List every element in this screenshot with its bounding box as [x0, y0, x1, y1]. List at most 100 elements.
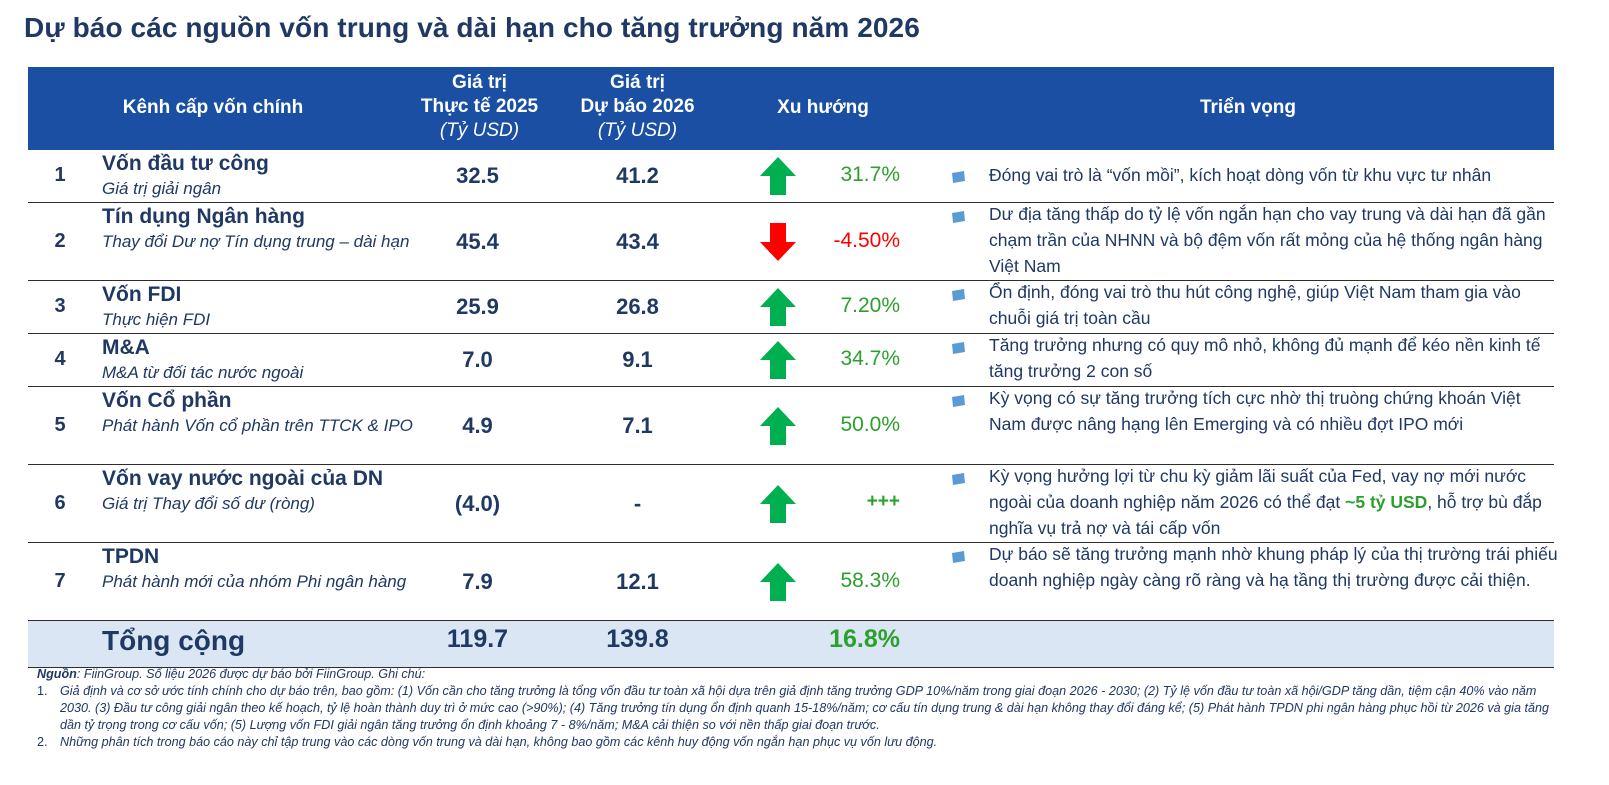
outlook-main: Đóng vai trò là “vốn mồi”, kích hoạt dòn… — [989, 165, 1492, 185]
bullet-icon — [952, 394, 965, 407]
outlook-main: Dư địa tăng thấp do tỷ lệ vốn ngắn hạn c… — [989, 204, 1546, 276]
outlook-text: Kỳ vọng có sự tăng trưởng tích cực nhờ t… — [989, 385, 1559, 437]
change-percent: -4.50% — [833, 228, 900, 252]
note-number: 1. — [37, 684, 48, 698]
change-percent: 58.3% — [840, 568, 900, 592]
header-actual-2025: Giá trị Thực tế 2025 (Tỷ USD) — [402, 71, 557, 143]
funding-table: Kênh cấp vốn chính Giá trị Thực tế 2025 … — [28, 67, 1558, 668]
bullet-icon — [952, 170, 965, 183]
channel-cell: Vốn vay nước ngoài của DN Giá trị Thay đổ… — [102, 466, 422, 516]
header-outlook: Triển vọng — [1199, 97, 1297, 118]
arrow-up-icon — [760, 157, 796, 195]
arrow-down-icon — [758, 222, 798, 262]
outlook-main: Kỳ vọng hưởng lợi từ chu kỳ giảm lãi suấ… — [989, 466, 1527, 512]
bullet-icon — [952, 551, 965, 563]
outlook-text: Tăng trưởng nhưng có quy mô nhỏ, không đ… — [989, 332, 1559, 384]
channel-name: Tín dụng Ngân hàng — [102, 205, 305, 228]
bullet-icon — [952, 341, 965, 354]
outlook-main: Ổn định, đóng vai trò thu hút công nghệ,… — [989, 282, 1521, 328]
source-text: : FiinGroup. Số liệu 2026 được dự báo bở… — [76, 667, 426, 681]
total-label: Tổng cộng — [102, 625, 246, 656]
arrow-up-icon — [760, 484, 796, 523]
bullet-icon — [952, 342, 965, 354]
channel-name: M&A — [102, 336, 150, 359]
note-text: Giả định và cơ sở ước tính chính cho dự … — [60, 684, 1549, 732]
channel-subtitle: Thực hiện FDI — [102, 310, 211, 329]
channel-subtitle: M&A từ đối tác nước ngoài — [102, 363, 304, 382]
outlook-text: Ổn định, đóng vai trò thu hút công nghệ,… — [989, 279, 1559, 331]
outlook-tail: , hỗ trợ bù đắp nghĩa vụ trả nợ và tái c… — [989, 492, 1542, 538]
channel-cell: TPDN Phát hành mới của nhóm Phi ngân hàng — [102, 544, 422, 594]
source-line: Nguồn: FiinGroup. Số liệu 2026 được dự b… — [37, 666, 1567, 683]
channel-subtitle: Phát hành Vốn cổ phần trên TTCK & IPO — [102, 416, 413, 435]
arrow-up-icon — [760, 288, 796, 326]
note-number: 2. — [37, 735, 48, 749]
channel-name: Vốn FDI — [102, 283, 182, 306]
table-row: 1 Vốn đầu tư công Giá trị giải ngân 32.5 41.… — [28, 150, 1554, 203]
header-actual-2025-l2: Thực tế 2025 — [420, 96, 539, 117]
source-label: Nguồn — [37, 667, 77, 681]
channel-subtitle: Phát hành mới của nhóm Phi ngân hàng — [102, 572, 407, 591]
value-2026: - — [633, 490, 642, 516]
header-actual-2025-unit: (Tỷ USD) — [439, 120, 520, 141]
channel-subtitle: Giá trị Thay đổi số dư (ròng) — [102, 494, 315, 513]
total-change: 16.8% — [829, 625, 900, 653]
arrow-up-icon — [758, 340, 798, 380]
bullet-icon — [952, 171, 965, 183]
channel-cell: Vốn đầu tư công Giá trị giải ngân — [102, 151, 422, 201]
arrow-up-icon — [758, 156, 798, 196]
bullet-icon — [952, 211, 965, 223]
value-2026: 41.2 — [616, 163, 659, 188]
row-index: 1 — [54, 164, 66, 186]
header-actual-2025-l1: Giá trị — [452, 72, 507, 93]
row-index: 7 — [54, 569, 66, 592]
channel-cell: Vốn FDI Thực hiện FDI — [102, 282, 422, 332]
footnotes: Nguồn: FiinGroup. Số liệu 2026 được dự b… — [37, 666, 1567, 751]
note-item-1: 1. Giả định và cơ sở ước tính chính cho … — [37, 683, 1567, 734]
page-title: Dự báo các nguồn vốn trung và dài hạn ch… — [24, 12, 920, 43]
change-percent: 31.7% — [840, 163, 900, 186]
value-2026: 7.1 — [622, 412, 653, 438]
bullet-icon — [952, 550, 965, 563]
header-forecast-2026-l1: Giá trị — [610, 72, 665, 93]
change-percent: 50.0% — [840, 412, 900, 436]
outlook-text: Dư địa tăng thấp do tỷ lệ vốn ngắn hạn c… — [989, 201, 1559, 279]
total-row: Tổng cộng 119.7 139.8 16.8% — [28, 621, 1554, 668]
bullet-icon — [952, 288, 965, 301]
channel-cell: M&A M&A từ đối tác nước ngoài — [102, 335, 422, 385]
arrow-up-icon — [758, 484, 798, 524]
value-2025: 7.0 — [462, 347, 493, 372]
change-percent: 7.20% — [840, 294, 900, 317]
value-2026: 9.1 — [622, 347, 653, 372]
row-index: 6 — [54, 491, 66, 514]
bullet-icon — [952, 210, 965, 223]
note-text: Những phân tích trong báo cáo này chỉ tậ… — [60, 735, 938, 749]
outlook-text: Kỳ vọng hưởng lợi từ chu kỳ giảm lãi suấ… — [989, 463, 1559, 541]
arrow-up-icon — [760, 562, 796, 601]
table-body: 1 Vốn đầu tư công Giá trị giải ngân 32.5 41.… — [28, 150, 1558, 621]
outlook-main: Tăng trưởng nhưng có quy mô nhỏ, không đ… — [989, 335, 1541, 381]
arrow-up-icon — [760, 406, 796, 445]
channel-name: Vốn vay nước ngoài của DN — [102, 467, 384, 490]
header-channel: Kênh cấp vốn chính — [122, 97, 304, 118]
arrow-up-icon — [758, 287, 798, 327]
value-2025: 4.9 — [462, 412, 493, 438]
arrow-up-icon — [758, 406, 798, 446]
channel-name: Vốn Cổ phần — [102, 389, 232, 412]
row-index: 4 — [54, 348, 66, 370]
outlook-highlight: ~5 tỷ USD — [1345, 492, 1428, 512]
table-row: 4 M&A M&A từ đối tác nước ngoài 7.0 9.1 34.7%… — [28, 334, 1554, 387]
outlook-text: Đóng vai trò là “vốn mồi”, kích hoạt dòn… — [989, 162, 1559, 188]
arrow-down-icon — [760, 222, 796, 261]
arrow-up-icon — [760, 341, 796, 379]
channel-name: TPDN — [102, 545, 160, 568]
channel-subtitle: Giá trị giải ngân — [102, 179, 222, 198]
channel-cell: Vốn Cổ phần Phát hành Vốn cổ phần trên TT… — [102, 388, 422, 438]
table-row: 2 Tín dụng Ngân hàng Thay đổi Dư nợ Tín dụ… — [28, 203, 1554, 281]
header-forecast-2026-l2: Dự báo 2026 — [580, 96, 695, 117]
value-2026: 12.1 — [616, 568, 659, 594]
arrow-up-icon — [758, 562, 798, 602]
outlook-main: Dự báo sẽ tăng trưởng mạnh nhờ khung phá… — [989, 544, 1558, 590]
value-2025: 25.9 — [456, 294, 499, 319]
outlook-main: Kỳ vọng có sự tăng trưởng tích cực nhờ t… — [989, 388, 1521, 434]
